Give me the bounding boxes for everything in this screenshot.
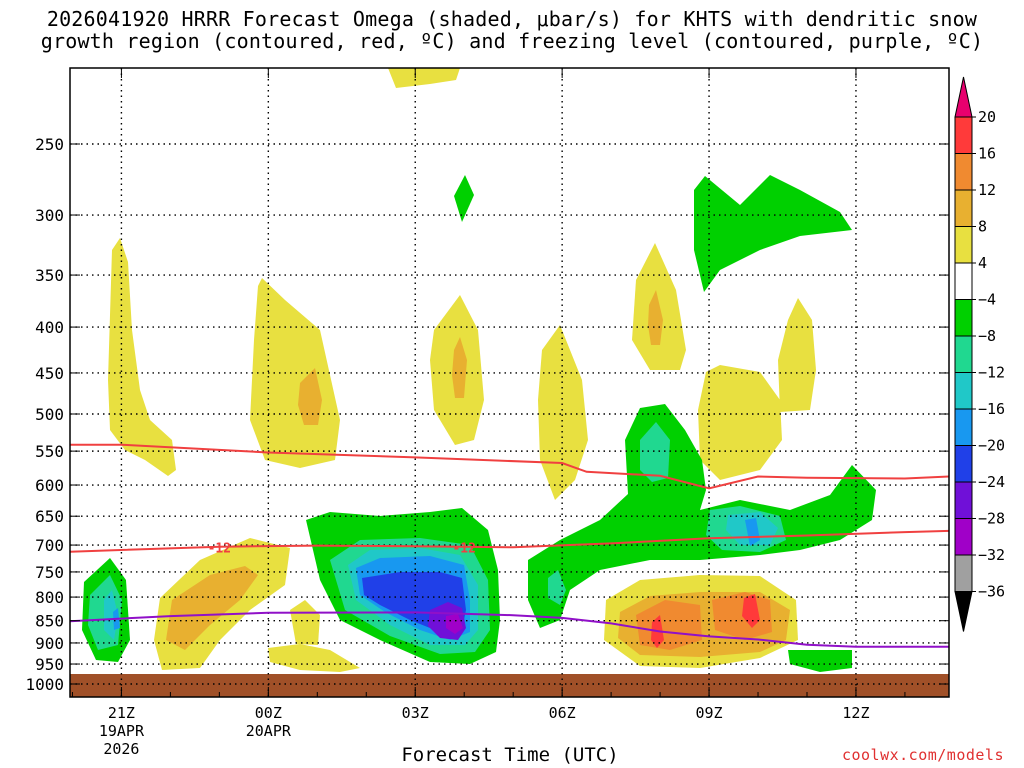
omega-light-blue-region — [745, 518, 760, 546]
colorbar-segment — [954, 554, 973, 592]
y-tick-label: 1000 — [25, 675, 64, 694]
omega-purple-core — [446, 614, 463, 634]
chart-title-line2: growth region (contoured, red, ºC) and f… — [40, 29, 984, 53]
ground-surface — [70, 674, 949, 697]
omega-shading — [70, 68, 949, 697]
colorbar-label: 8 — [978, 218, 987, 236]
colorbar-label: −4 — [978, 291, 996, 309]
omega-green-region — [788, 650, 852, 672]
colorbar-label: 20 — [978, 108, 996, 126]
omega-orange-core — [166, 566, 258, 650]
colorbar-segment — [954, 372, 973, 410]
y-tick-label: 350 — [35, 266, 64, 285]
colorbar-label: −20 — [978, 437, 1005, 455]
colorbar-segment — [954, 335, 973, 373]
y-tick-label: 450 — [35, 364, 64, 383]
x-tick-sublabel: 20APR — [246, 722, 292, 740]
x-tick-label: 09Z — [696, 704, 723, 722]
y-tick-label: 300 — [35, 206, 64, 225]
omega-green-region — [528, 404, 876, 628]
colorbar-label: −16 — [978, 400, 1005, 418]
dgz-top-contour — [70, 443, 949, 490]
y-tick-label: 800 — [35, 588, 64, 607]
freezing-level-contour — [70, 611, 949, 648]
x-tick-label: 12Z — [842, 704, 869, 722]
x-tick-label: 21Z — [108, 704, 135, 722]
y-tick-label: 550 — [35, 442, 64, 461]
colorbar-label: −8 — [978, 327, 996, 345]
colorbar-segment — [954, 299, 973, 337]
y-axis: 250 300 350 400 450 500 550 600 650 700 750 800 850 9… — [25, 135, 949, 694]
y-tick-label: 250 — [35, 135, 64, 154]
colorbar-label: −12 — [978, 364, 1005, 382]
chart-title-line1: 2026041920 HRRR Forecast Omega (shaded, … — [46, 7, 978, 31]
colorbar-segment — [954, 116, 973, 154]
omega-yellow-region — [290, 600, 320, 645]
x-tick-sublabel: 2026 — [103, 740, 139, 758]
y-tick-label: 750 — [35, 563, 64, 582]
omega-orange-core — [298, 368, 322, 425]
dgz-contour-label: -12 — [452, 541, 475, 556]
omega-orange-core — [452, 337, 467, 398]
x-tick-label: 03Z — [402, 704, 429, 722]
omega-orange-core — [648, 290, 663, 345]
omega-yellow-region — [778, 298, 816, 412]
x-axis-label: Forecast Time (UTC) — [401, 744, 619, 766]
omega-yellow-region — [538, 325, 588, 500]
credit-link[interactable]: coolwx.com/models — [841, 746, 1004, 764]
colorbar-segment — [954, 518, 973, 556]
colorbar-segment — [954, 445, 973, 483]
dgz-bottom-contour — [70, 529, 949, 553]
x-tick-label: 00Z — [255, 704, 282, 722]
dgz-contour-label: -12 — [208, 541, 231, 556]
omega-green-region — [694, 175, 852, 292]
y-tick-label: 900 — [35, 634, 64, 653]
colorbar-segment — [954, 226, 973, 264]
omega-red-core — [742, 594, 760, 628]
y-tick-label: 500 — [35, 405, 64, 424]
omega-green-region — [454, 175, 474, 222]
colorbar-label: −28 — [978, 510, 1005, 528]
contour-lines: -12 -12 — [70, 443, 949, 648]
omega-yellow-region — [108, 238, 176, 476]
colorbar-label: −32 — [978, 546, 1005, 564]
colorbar-segment — [954, 481, 973, 519]
omega-yellow-region — [698, 365, 782, 480]
x-tick-label: 06Z — [549, 704, 576, 722]
chart-title: 2026041920 HRRR Forecast Omega (shaded, … — [0, 8, 1024, 52]
colorbar-segment — [954, 189, 973, 227]
x-tick-sublabel: 19APR — [99, 722, 145, 740]
colorbar-label: −24 — [978, 473, 1005, 491]
plot-frame — [69, 67, 950, 698]
omega-teal-region — [640, 422, 670, 482]
colorbar-segment — [954, 153, 973, 191]
colorbar: 20 16 12 8 4 −4 −8 −12 −16 −20 −24 −28 −32 −36 — [954, 76, 1005, 632]
y-tick-label: 950 — [35, 655, 64, 674]
y-tick-label: 850 — [35, 612, 64, 631]
omega-yellow-region — [268, 644, 360, 672]
colorbar-bottom-arrow — [954, 591, 973, 632]
colorbar-segment — [954, 262, 973, 300]
colorbar-label: −36 — [978, 583, 1005, 601]
grid — [70, 68, 949, 697]
y-tick-label: 650 — [35, 507, 64, 526]
y-tick-label: 700 — [35, 536, 64, 555]
y-tick-label: 600 — [35, 476, 64, 495]
colorbar-top-arrow — [954, 76, 973, 118]
colorbar-label: 12 — [978, 181, 996, 199]
colorbar-label: 16 — [978, 145, 996, 163]
y-tick-label: 400 — [35, 318, 64, 337]
colorbar-label: 4 — [978, 254, 987, 272]
colorbar-segment — [954, 408, 973, 446]
omega-yellow-region — [388, 68, 460, 88]
